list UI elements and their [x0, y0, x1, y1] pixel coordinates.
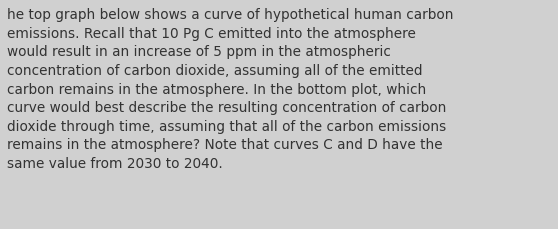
Text: he top graph below shows a curve of hypothetical human carbon
emissions. Recall : he top graph below shows a curve of hypo…: [7, 8, 453, 170]
